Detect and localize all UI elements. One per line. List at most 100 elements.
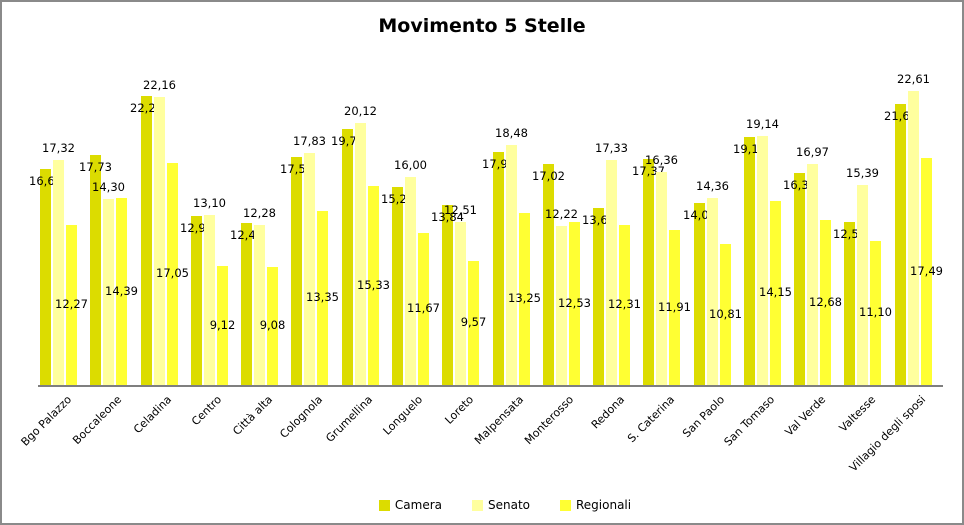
bar-senato [254, 225, 265, 385]
bar-senato [857, 185, 868, 385]
bar-camera [493, 152, 504, 385]
bar-value-label: 17,83 [293, 134, 326, 148]
bar-camera [241, 223, 252, 385]
legend-label: Senato [487, 498, 530, 512]
bar-regionali [317, 211, 328, 385]
bar-camera [744, 137, 755, 385]
bar-value-label: 11,91 [658, 299, 691, 314]
bar-value-label: 18,48 [495, 126, 528, 140]
bar-regionali [770, 201, 781, 385]
bar-value-label: 17,32 [42, 141, 75, 155]
bar-value-label: 16,97 [796, 145, 829, 159]
bar-value-label: 17,05 [156, 266, 189, 280]
legend-item-camera: Camera [378, 498, 442, 512]
bar-camera [191, 216, 202, 385]
bar-camera [593, 208, 604, 385]
plot-area: 16,60 17,32 12,27 17,73 14,30 14,39 22,20 22,16… [29, 2, 943, 385]
bar-senato [807, 164, 818, 385]
bar-value-label: 14,15 [759, 285, 792, 299]
bar-senato [103, 199, 114, 385]
bar-regionali [820, 220, 831, 385]
bar-regionali [116, 198, 127, 385]
bar-value-label: 9,08 [259, 318, 286, 332]
bar-value-label: 12,68 [809, 294, 842, 309]
bar-value-label: 16,00 [394, 158, 427, 172]
bar-value-label: 14,36 [696, 179, 729, 193]
bar-camera [895, 104, 906, 385]
chart-title: Movimento 5 Stelle [378, 15, 586, 37]
bar-value-label: 11,10 [859, 305, 892, 319]
bar-value-label: 15,39 [846, 166, 879, 180]
bar-value-label: 17,73 [79, 160, 112, 174]
bar-regionali [870, 241, 881, 385]
bar-camera [141, 96, 152, 385]
bar-camera [844, 222, 855, 385]
bar-value-label: 19,14 [746, 117, 779, 131]
legend-swatch-camera-icon [378, 499, 390, 511]
bar-value-label: 12,51 [444, 203, 477, 217]
legend-label: Camera [394, 498, 442, 512]
bar-regionali [418, 233, 429, 385]
bar-senato [656, 172, 667, 385]
bar-regionali [619, 225, 630, 385]
bar-value-label: 12,31 [608, 297, 641, 311]
bar-value-label: 22,61 [897, 72, 930, 86]
legend-item-senato: Senato [471, 498, 530, 512]
bar-camera [90, 155, 101, 385]
legend-item-regionali: Regionali [560, 498, 631, 512]
bar-value-label: 9,57 [460, 315, 487, 329]
bar-senato [556, 226, 567, 385]
bar-value-label: 14,30 [92, 180, 125, 194]
bar-value-label: 13,35 [306, 290, 339, 304]
bar-value-label: 10,81 [709, 306, 742, 321]
bar-value-label: 11,67 [407, 301, 440, 315]
bar-regionali [217, 266, 228, 385]
bar-value-label: 16,36 [645, 153, 678, 167]
bar-value-label: 20,12 [344, 104, 377, 118]
bar-senato [707, 198, 718, 385]
legend-swatch-senato-icon [471, 499, 483, 511]
bar-senato [455, 222, 466, 385]
bar-regionali [167, 163, 178, 385]
bar-value-label: 17,02 [532, 169, 565, 183]
bar-regionali [569, 222, 580, 385]
bar-value-label: 22,16 [143, 78, 176, 92]
bar-senato [405, 177, 416, 385]
legend-swatch-regionali-icon [560, 499, 571, 511]
bar-value-label: 12,27 [55, 297, 88, 311]
bar-regionali [669, 230, 680, 385]
bar-value-label: 9,12 [209, 317, 236, 332]
bar-senato [506, 145, 517, 385]
bar-value-label: 12,22 [545, 207, 578, 221]
bar-senato [908, 91, 919, 385]
bar-value-label: 13,84 [431, 210, 464, 224]
bar-camera [392, 187, 403, 385]
bar-regionali [519, 213, 530, 385]
bar-regionali [368, 186, 379, 385]
legend: Camera Senato Regionali [2, 498, 962, 512]
bar-value-label: 13,25 [508, 291, 541, 305]
x-axis-line [38, 385, 943, 387]
bar-camera [291, 157, 302, 385]
bar-regionali [66, 225, 77, 385]
bar-value-label: 12,28 [243, 206, 276, 220]
bar-senato [606, 160, 617, 385]
bar-camera [694, 203, 705, 385]
bar-senato [154, 97, 165, 385]
bar-value-label: 15,33 [357, 277, 390, 292]
bar-camera [643, 159, 654, 385]
bar-value-label: 12,53 [558, 295, 591, 310]
bar-camera [442, 205, 453, 385]
bar-camera [543, 164, 554, 385]
bar-value-label: 17,33 [595, 141, 628, 155]
bar-senato [355, 123, 366, 385]
bar-senato [204, 215, 215, 385]
bar-regionali [267, 267, 278, 385]
bar-regionali [468, 261, 479, 385]
bar-value-label: 14,39 [105, 283, 138, 298]
bar-value-label: 17,49 [910, 263, 943, 278]
bar-camera [794, 173, 805, 385]
bar-camera [40, 169, 51, 385]
bar-regionali [720, 244, 731, 385]
